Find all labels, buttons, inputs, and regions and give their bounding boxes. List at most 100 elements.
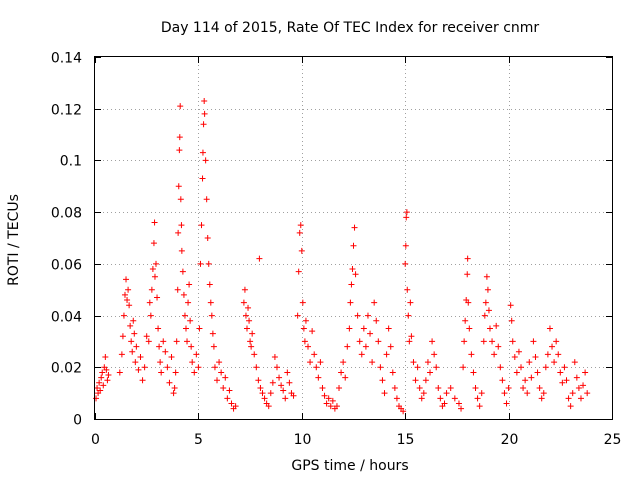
data-point	[145, 338, 152, 345]
data-point	[379, 377, 386, 384]
data-point	[200, 121, 207, 128]
data-point	[515, 348, 522, 355]
data-point	[407, 299, 414, 306]
data-point	[362, 343, 369, 350]
data-point	[481, 312, 488, 319]
data-point	[127, 322, 134, 329]
data-point	[151, 273, 158, 280]
data-point	[118, 351, 125, 358]
data-point	[495, 343, 502, 350]
data-point	[297, 222, 304, 229]
y-tick-label: 0.14	[51, 51, 82, 67]
y-tick-label: 0.02	[51, 361, 82, 377]
data-point	[373, 317, 380, 324]
data-point	[218, 369, 225, 376]
data-point	[195, 364, 202, 371]
data-point	[351, 224, 358, 231]
data-point	[146, 299, 153, 306]
data-point	[371, 299, 378, 306]
data-point	[189, 359, 196, 366]
data-point	[381, 390, 388, 397]
data-point	[532, 353, 539, 360]
data-point	[128, 338, 135, 345]
data-point	[121, 291, 128, 298]
data-point	[544, 351, 551, 358]
data-point	[103, 366, 110, 373]
y-tick-labels: 0 0.02 0.04 0.06 0.08 0.1 0.12 0.14	[51, 51, 82, 429]
data-point	[526, 359, 533, 366]
data-point	[104, 377, 111, 384]
data-point	[147, 312, 154, 319]
data-point	[193, 351, 200, 358]
plot-frame	[94, 56, 613, 420]
data-point	[349, 266, 356, 273]
data-point	[141, 364, 148, 371]
data-point	[567, 403, 574, 410]
y-tick-label: 0	[73, 413, 82, 429]
data-point	[315, 374, 322, 381]
data-point	[245, 304, 252, 311]
data-point	[202, 157, 209, 164]
data-point	[296, 229, 303, 236]
data-point	[184, 338, 191, 345]
data-point	[261, 395, 268, 402]
y-tick-label: 0.12	[51, 103, 82, 119]
y-axis-label: ROTI / TECUs	[6, 194, 22, 286]
data-point	[105, 372, 112, 379]
data-point	[466, 325, 473, 332]
data-point	[211, 364, 218, 371]
data-point	[253, 364, 260, 371]
data-point	[210, 343, 217, 350]
data-point	[561, 364, 568, 371]
data-point	[551, 359, 558, 366]
x-tick-label: 5	[194, 432, 203, 448]
data-point	[422, 377, 429, 384]
data-point	[451, 395, 458, 402]
data-point	[563, 377, 570, 384]
data-point	[177, 196, 184, 203]
data-point	[476, 403, 483, 410]
data-point	[408, 333, 415, 340]
data-points	[93, 97, 591, 415]
data-point	[478, 390, 485, 397]
data-point	[309, 328, 316, 335]
data-point	[383, 351, 390, 358]
data-point	[139, 377, 146, 384]
data-point	[507, 302, 514, 309]
data-point	[278, 382, 285, 389]
data-point	[393, 395, 400, 402]
data-point	[387, 343, 394, 350]
data-point	[249, 330, 256, 337]
data-point	[299, 299, 306, 306]
data-point	[344, 343, 351, 350]
gridlines	[95, 57, 612, 419]
data-point	[405, 312, 412, 319]
data-point	[273, 364, 280, 371]
data-point	[557, 369, 564, 376]
data-point	[503, 400, 510, 407]
data-point	[518, 364, 525, 371]
data-point	[470, 369, 477, 376]
data-point	[437, 395, 444, 402]
data-point	[143, 333, 150, 340]
data-point	[175, 183, 182, 190]
data-point	[203, 196, 210, 203]
data-point	[329, 397, 336, 404]
data-point	[412, 377, 419, 384]
data-point	[302, 317, 309, 324]
data-point	[181, 312, 188, 319]
data-point	[580, 382, 587, 389]
data-point	[182, 325, 189, 332]
data-point	[352, 271, 359, 278]
data-point	[158, 369, 165, 376]
data-point	[313, 364, 320, 371]
data-point	[325, 395, 332, 402]
data-point	[276, 374, 283, 381]
data-point	[489, 338, 496, 345]
data-point	[148, 286, 155, 293]
data-point	[247, 338, 254, 345]
data-point	[130, 317, 137, 324]
data-point	[418, 395, 425, 402]
data-point	[207, 299, 214, 306]
data-point	[414, 364, 421, 371]
